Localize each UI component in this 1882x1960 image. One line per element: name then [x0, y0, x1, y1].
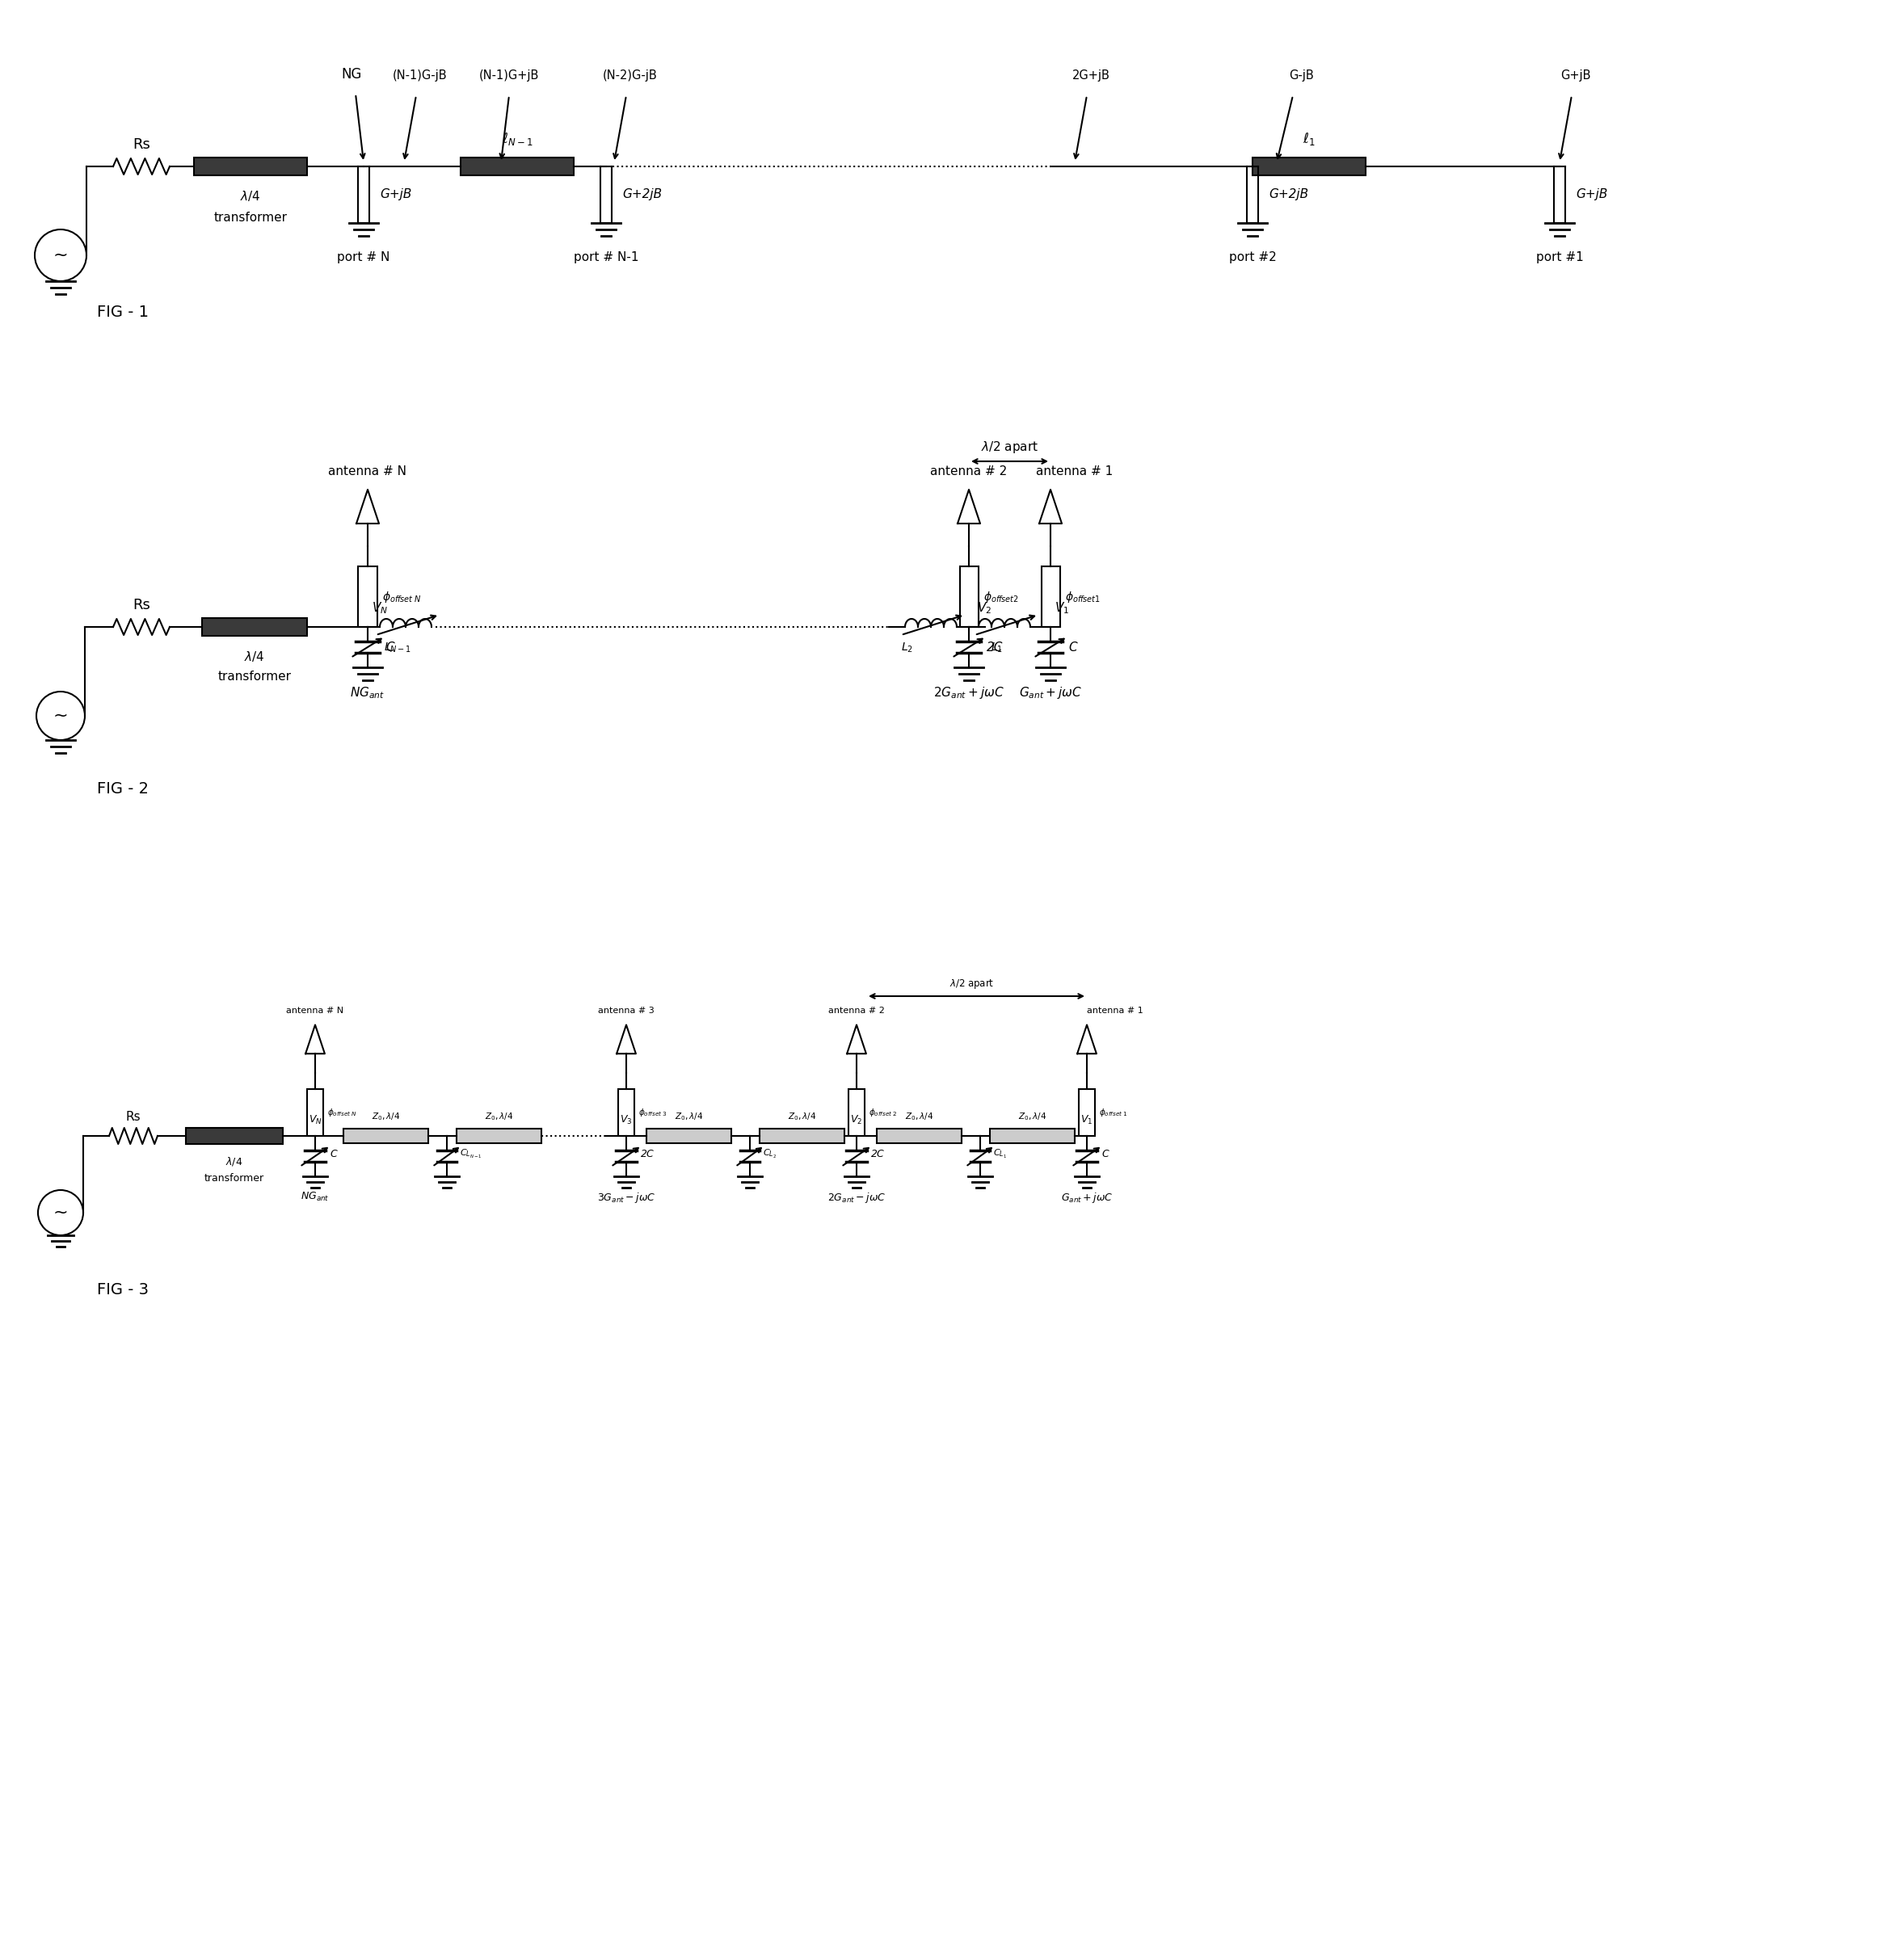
- Text: $Z_0,\lambda/4$: $Z_0,\lambda/4$: [486, 1111, 514, 1123]
- Bar: [186, 1127, 282, 1145]
- Text: 2C: 2C: [640, 1149, 655, 1158]
- Bar: [1078, 1090, 1095, 1137]
- Text: $V_1$: $V_1$: [1080, 1113, 1093, 1127]
- Bar: [1041, 566, 1060, 627]
- Text: $G_{ant}+j\omega C$: $G_{ant}+j\omega C$: [1061, 1192, 1112, 1205]
- Text: Rs: Rs: [126, 1111, 141, 1123]
- Text: $Z_0,\lambda/4$: $Z_0,\lambda/4$: [371, 1111, 401, 1123]
- Text: port # N-1: port # N-1: [574, 251, 638, 263]
- Text: $\phi_{offset\ N}$: $\phi_{offset\ N}$: [382, 590, 422, 604]
- Text: G-jB: G-jB: [1289, 69, 1314, 82]
- Text: NG: NG: [341, 67, 361, 82]
- Text: 2G+jB: 2G+jB: [1073, 69, 1110, 82]
- Text: $\phi_{offset\ 3}$: $\phi_{offset\ 3}$: [638, 1107, 668, 1117]
- Text: $V_N$: $V_N$: [373, 600, 388, 615]
- Text: $L_2$: $L_2$: [901, 641, 913, 655]
- Text: ~: ~: [53, 247, 68, 263]
- Text: ~: ~: [53, 708, 68, 723]
- Text: (N-1)G+jB: (N-1)G+jB: [480, 69, 538, 82]
- Text: $V_2$: $V_2$: [977, 600, 992, 615]
- Text: $\phi_{offset2}$: $\phi_{offset2}$: [984, 590, 1018, 604]
- Bar: [307, 1090, 324, 1137]
- Text: 2C: 2C: [871, 1149, 885, 1158]
- Bar: [461, 157, 574, 174]
- Text: G+jB: G+jB: [1575, 188, 1607, 200]
- Text: $\phi_{offset\ 1}$: $\phi_{offset\ 1}$: [1099, 1107, 1127, 1117]
- Text: antenna # 3: antenna # 3: [598, 1007, 655, 1015]
- Text: port #1: port #1: [1536, 251, 1583, 263]
- Text: $NG_{ant}$: $NG_{ant}$: [350, 686, 386, 700]
- Text: C: C: [386, 641, 393, 653]
- Bar: [343, 1129, 429, 1143]
- Text: $Z_0,\lambda/4$: $Z_0,\lambda/4$: [674, 1111, 704, 1123]
- Text: $\lambda/2$ apart: $\lambda/2$ apart: [981, 439, 1039, 455]
- Bar: [760, 1129, 845, 1143]
- Text: $Z_0,\lambda/4$: $Z_0,\lambda/4$: [1018, 1111, 1046, 1123]
- Text: 2C: 2C: [986, 641, 1003, 653]
- Text: C: C: [329, 1149, 337, 1158]
- Bar: [201, 617, 307, 635]
- Bar: [877, 1129, 962, 1143]
- Text: Rs: Rs: [132, 598, 151, 612]
- Bar: [457, 1129, 542, 1143]
- Text: $\lambda/4$: $\lambda/4$: [245, 649, 265, 662]
- Text: C: C: [1101, 1149, 1108, 1158]
- Text: G+2jB: G+2jB: [1268, 188, 1308, 200]
- Text: G+jB: G+jB: [1560, 69, 1590, 82]
- Text: $\phi_{offset1}$: $\phi_{offset1}$: [1065, 590, 1101, 604]
- Text: FIG - 3: FIG - 3: [98, 1282, 149, 1298]
- Text: port #2: port #2: [1229, 251, 1276, 263]
- Text: $Z_0,\lambda/4$: $Z_0,\lambda/4$: [789, 1111, 817, 1123]
- Text: antenna # 2: antenna # 2: [930, 465, 1007, 478]
- Bar: [1253, 157, 1366, 174]
- Text: antenna # N: antenna # N: [329, 465, 407, 478]
- Bar: [358, 566, 376, 627]
- Text: G+jB: G+jB: [380, 188, 412, 200]
- Text: antenna # 1: antenna # 1: [1088, 1007, 1144, 1015]
- Text: port # N: port # N: [337, 251, 390, 263]
- Text: Rs: Rs: [132, 137, 151, 151]
- Text: $C_{L_2}$: $C_{L_2}$: [762, 1149, 777, 1160]
- Text: $C_{L_1}$: $C_{L_1}$: [994, 1149, 1007, 1160]
- Text: $V_2$: $V_2$: [851, 1113, 862, 1127]
- Text: $\ell_1$: $\ell_1$: [1302, 131, 1316, 147]
- Text: $\lambda/4$: $\lambda/4$: [241, 188, 262, 202]
- Text: ~: ~: [53, 1205, 68, 1221]
- Text: $\phi_{offset\ N}$: $\phi_{offset\ N}$: [327, 1107, 358, 1117]
- Text: G+2jB: G+2jB: [623, 188, 662, 200]
- Text: (N-2)G-jB: (N-2)G-jB: [602, 69, 657, 82]
- Text: $L_{N-1}$: $L_{N-1}$: [384, 641, 412, 655]
- Text: $G_{ant}+j\omega C$: $G_{ant}+j\omega C$: [1018, 686, 1082, 700]
- Text: $C_{L_{N-1}}$: $C_{L_{N-1}}$: [459, 1149, 482, 1160]
- Text: antenna # 1: antenna # 1: [1037, 465, 1114, 478]
- Text: transformer: transformer: [205, 1174, 263, 1184]
- Text: $3G_{ant}-j\omega C$: $3G_{ant}-j\omega C$: [597, 1192, 655, 1205]
- Text: FIG - 1: FIG - 1: [98, 304, 149, 319]
- Bar: [646, 1129, 732, 1143]
- Text: $\lambda/2$ apart: $\lambda/2$ apart: [949, 978, 994, 990]
- Text: $\lambda/4$: $\lambda/4$: [226, 1154, 243, 1168]
- Text: $\ell_{N-1}$: $\ell_{N-1}$: [502, 131, 533, 147]
- Text: $NG_{ant}$: $NG_{ant}$: [301, 1192, 329, 1203]
- Text: $2G_{ant}+j\omega C$: $2G_{ant}+j\omega C$: [933, 686, 1005, 700]
- Bar: [960, 566, 979, 627]
- Bar: [617, 1090, 634, 1137]
- Text: $L_1$: $L_1$: [990, 641, 1003, 655]
- Text: transformer: transformer: [218, 670, 292, 682]
- Text: $V_3$: $V_3$: [619, 1113, 632, 1127]
- Text: FIG - 2: FIG - 2: [98, 782, 149, 796]
- Bar: [990, 1129, 1075, 1143]
- Bar: [849, 1090, 864, 1137]
- Text: C: C: [1069, 641, 1077, 653]
- Text: transformer: transformer: [215, 212, 288, 223]
- Text: $2G_{ant}-j\omega C$: $2G_{ant}-j\omega C$: [828, 1192, 886, 1205]
- Text: $V_1$: $V_1$: [1054, 600, 1069, 615]
- Text: $Z_0,\lambda/4$: $Z_0,\lambda/4$: [905, 1111, 933, 1123]
- Bar: [194, 157, 307, 174]
- Text: $\phi_{offset\ 2}$: $\phi_{offset\ 2}$: [869, 1107, 898, 1117]
- Text: (N-1)G-jB: (N-1)G-jB: [393, 69, 448, 82]
- Text: antenna # 2: antenna # 2: [828, 1007, 885, 1015]
- Text: $V_N$: $V_N$: [309, 1113, 322, 1127]
- Text: antenna # N: antenna # N: [286, 1007, 344, 1015]
